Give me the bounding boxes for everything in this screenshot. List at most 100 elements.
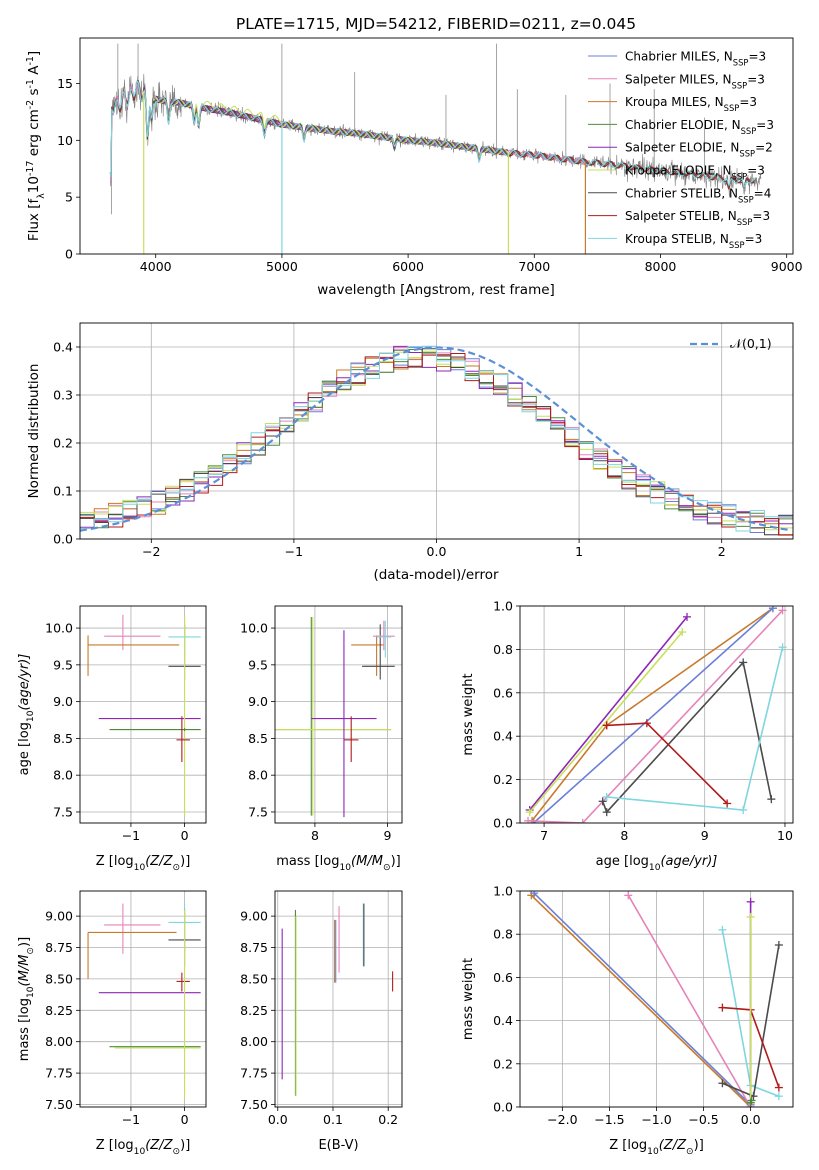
axes-age-vs-mass: 8 9 7.5 8.0 8.5 9.0 9.5 10.0 mass [log10(M/M⊙)] bbox=[240, 605, 403, 873]
x-tick-label: 8 bbox=[311, 828, 319, 843]
y-tick-label: 0.2 bbox=[53, 436, 73, 451]
legend-label-part: Chabrier ELODIE, N bbox=[625, 118, 741, 132]
x-axis-label-part: 10 bbox=[339, 863, 351, 873]
y-tick-label: 9.5 bbox=[248, 657, 268, 672]
y-axis-label: mass weight bbox=[461, 958, 476, 1040]
y-axis-label-part: A bbox=[26, 65, 42, 79]
legend-label-part: SSP bbox=[738, 194, 754, 204]
y-tick-label: 9.5 bbox=[53, 657, 73, 672]
normal-legend-label: 𝒩(0,1) bbox=[730, 336, 772, 351]
weight-series-line bbox=[528, 616, 688, 811]
legend-label-part: SSP bbox=[724, 103, 740, 113]
y-tick-label: 9.00 bbox=[45, 909, 73, 924]
y-tick-label: 8.00 bbox=[45, 1034, 73, 1049]
y-axis-label-part: 10 bbox=[26, 710, 36, 722]
legend-label: Chabrier MILES, NSSP=3 bbox=[625, 50, 766, 68]
normal-curve bbox=[80, 346, 791, 532]
legend-label-part: Kroupa ELODIE, N bbox=[625, 164, 732, 178]
y-axis-label-part: ] bbox=[26, 51, 42, 56]
y-axis-label-part: s bbox=[26, 88, 42, 99]
y-tick-label: 5 bbox=[65, 190, 73, 205]
y-axis-label-part: (M/M bbox=[17, 955, 32, 987]
y-axis-label: Flux [fλ10-17 erg cm-2 s-1 A-1] bbox=[25, 51, 47, 241]
x-tick-label: −1 bbox=[122, 1112, 140, 1127]
axes-frame bbox=[274, 890, 403, 1108]
y-tick-label: 8.5 bbox=[53, 731, 73, 746]
x-tick-label: 6000 bbox=[392, 259, 424, 274]
model-fit-line bbox=[109, 80, 755, 189]
x-axis-label: age [log10(age/yr)] bbox=[596, 854, 718, 873]
x-axis-label-part: ⊙ bbox=[686, 1147, 694, 1157]
y-tick-label: 0.1 bbox=[53, 484, 73, 499]
y-tick-label: 8.50 bbox=[45, 971, 73, 986]
x-tick-label: −1 bbox=[122, 828, 140, 843]
x-tick-label: 10 bbox=[777, 828, 793, 843]
legend-label-part: Kroupa STELIB, N bbox=[625, 232, 729, 246]
plot-area bbox=[275, 617, 395, 818]
weight-series-line bbox=[533, 892, 752, 1106]
y-axis-label-part: -17 bbox=[25, 161, 36, 176]
x-axis-label-part: age [log bbox=[596, 854, 649, 869]
x-axis-label-part: (Z/Z bbox=[145, 1138, 173, 1153]
y-axis-label-part: (age/yr)] bbox=[17, 654, 32, 711]
plot-area bbox=[109, 43, 762, 254]
legend-label-part: =3 bbox=[747, 164, 765, 178]
y-tick-label: 8.25 bbox=[45, 1003, 73, 1018]
x-axis-label-part: Z [log bbox=[609, 1138, 647, 1153]
x-axis-label: (data-model)/error bbox=[373, 567, 499, 583]
x-axis-label-part: 10 bbox=[134, 1147, 146, 1157]
y-tick-label: 0.2 bbox=[493, 1056, 513, 1071]
legend-label-part: =3 bbox=[745, 232, 763, 246]
y-axis-label-part: erg cm bbox=[26, 109, 42, 160]
y-tick-label: 7.75 bbox=[45, 1066, 73, 1081]
y-tick-label: 8.00 bbox=[240, 1034, 268, 1049]
y-tick-label: 0 bbox=[65, 247, 73, 262]
y-tick-label: 0.4 bbox=[493, 729, 513, 744]
model-fit-line bbox=[109, 80, 755, 190]
x-tick-label: −2.0 bbox=[547, 1112, 577, 1127]
y-tick-label: 15 bbox=[57, 76, 73, 91]
axes-weight-vs-Z: −2.0 −1.5 −1.0 −0.5 0.0 0.0 0.2 0.4 0.6 0.8 1.0 Z [… bbox=[461, 884, 794, 1157]
y-tick-label: 0.0 bbox=[493, 1100, 513, 1115]
x-tick-label: 9 bbox=[701, 828, 709, 843]
weight-series-line bbox=[528, 631, 683, 813]
legend-label-part: SSP bbox=[737, 217, 753, 227]
x-axis-label-part: ⊙ bbox=[173, 1147, 181, 1157]
legend-label: Salpeter STELIB, NSSP=3 bbox=[625, 209, 770, 227]
x-axis-label-part: (age/yr)] bbox=[660, 854, 717, 869]
x-tick-label: 9000 bbox=[771, 259, 803, 274]
model-fit-line bbox=[142, 86, 509, 158]
x-axis-label-part: ⊙ bbox=[383, 863, 391, 873]
y-tick-label: 8.5 bbox=[248, 731, 268, 746]
y-tick-label: 9.00 bbox=[240, 909, 268, 924]
model-fit-line bbox=[142, 89, 509, 159]
y-axis-label-part: )] bbox=[17, 937, 32, 947]
y-tick-label: 9.0 bbox=[53, 694, 73, 709]
legend-label: Chabrier ELODIE, NSSP=3 bbox=[625, 118, 774, 136]
legend-label-part: SSP bbox=[732, 172, 748, 182]
x-tick-label: 1 bbox=[575, 544, 583, 559]
legend-label-part: =3 bbox=[739, 95, 757, 109]
y-tick-label: 10 bbox=[57, 133, 73, 148]
y-tick-label: 7.5 bbox=[248, 804, 268, 819]
x-tick-label: −1 bbox=[285, 544, 303, 559]
x-tick-label: 7000 bbox=[518, 259, 550, 274]
axes-mass-vs-Z: −1 07.507.758.008.258.508.759.00Z [log10(… bbox=[17, 890, 207, 1157]
y-axis-label-part: 10 bbox=[26, 986, 36, 998]
plot-area bbox=[524, 606, 787, 823]
x-tick-label: 2 bbox=[718, 544, 726, 559]
legend-label-part: =3 bbox=[752, 209, 770, 223]
x-axis-label-part: (Z/Z bbox=[145, 854, 173, 869]
y-axis-label-part: -2 bbox=[25, 100, 36, 109]
y-axis-label-part: ⊙ bbox=[26, 947, 36, 955]
y-tick-label: 0.4 bbox=[493, 1013, 513, 1028]
x-axis-label-part: 10 bbox=[649, 863, 661, 873]
legend-label: Kroupa STELIB, NSSP=3 bbox=[625, 232, 762, 250]
legend-label-part: SSP bbox=[733, 58, 749, 68]
x-axis-label-part: 10 bbox=[134, 863, 146, 873]
y-tick-label: 0.6 bbox=[493, 970, 513, 985]
y-tick-label: 10.0 bbox=[45, 621, 73, 636]
